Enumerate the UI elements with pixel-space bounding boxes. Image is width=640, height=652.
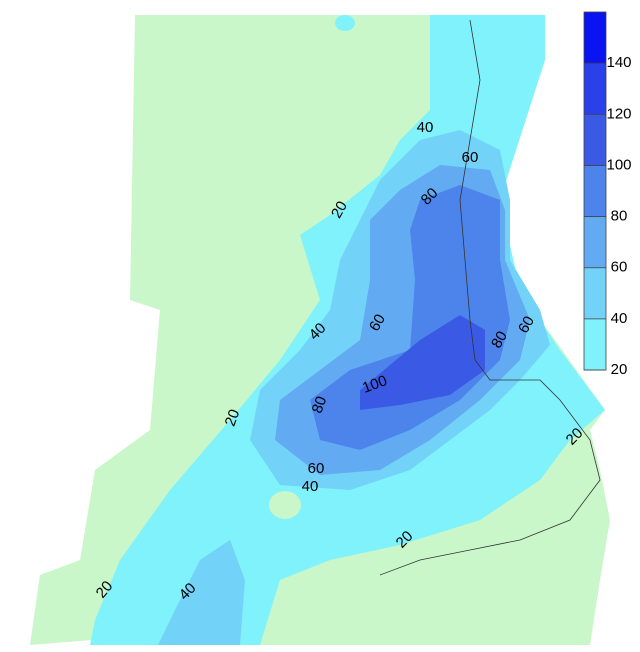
band-20 [335, 15, 355, 31]
colorbar-band [584, 318, 606, 371]
colorbar-tick-label: 100 [606, 156, 631, 173]
colorbar-band [584, 63, 606, 115]
colorbar: 20 40 60 80 100 120 140 [583, 11, 632, 378]
contour-label: 80 [309, 394, 331, 415]
colorbar-band [584, 114, 606, 166]
contour-label: 60 [308, 460, 325, 477]
colorbar-tick-label: 40 [611, 310, 628, 327]
contour-label: 60 [515, 313, 538, 336]
colorbar-band [584, 12, 606, 64]
contour-label: 20 [222, 407, 244, 428]
band-100 [360, 315, 485, 410]
contour-label: 20 [328, 198, 351, 221]
colorbar-tick-label: 120 [606, 105, 631, 122]
contour-label: 40 [417, 119, 434, 136]
colorbar-tick-label: 20 [611, 361, 628, 378]
colorbar-band [584, 267, 606, 320]
colorbar-band [584, 165, 606, 218]
contour-label: 40 [302, 478, 319, 495]
colorbar-tick-label: 60 [611, 259, 628, 276]
band-40 [158, 540, 245, 645]
coastline [379, 19, 601, 576]
colorbar-tick-label: 140 [606, 54, 631, 71]
map-layers [30, 15, 610, 645]
contour-label: 60 [366, 311, 389, 334]
contour-label: 60 [462, 149, 479, 166]
hole [269, 491, 301, 519]
colorbar-band [584, 216, 606, 269]
contour-label: 80 [488, 328, 511, 351]
colorbar-tick-label: 80 [611, 208, 628, 225]
